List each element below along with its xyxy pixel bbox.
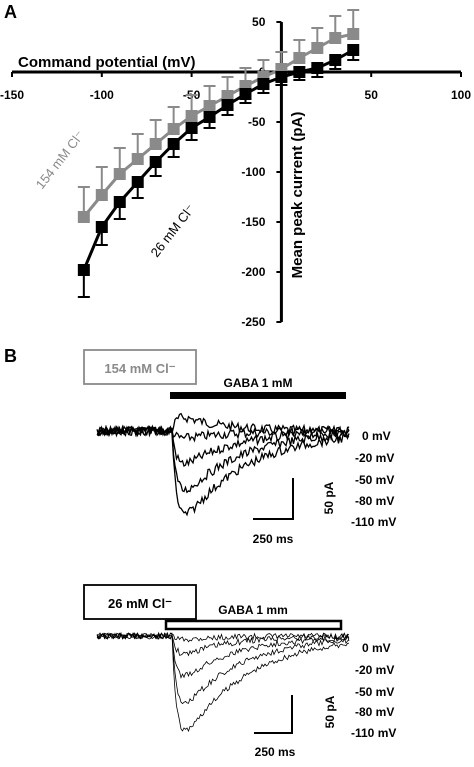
x-tick-label: 50 [365,88,379,102]
data-point [77,211,90,223]
voltage-label: -20 mV [355,663,394,677]
series-line [82,32,354,218]
scale-time-154: 250 ms [253,532,294,546]
data-point [131,176,144,188]
data-point [275,71,288,83]
trace-panel-26: 26 mM Cl⁻ GABA 1 mm 0 mV -20 mV -50 mV -… [83,584,396,759]
voltage-label: 0 mV [362,429,391,443]
data-point [347,44,360,56]
series-line [82,48,354,271]
voltage-label: 0 mV [362,641,391,655]
gaba-bar-154 [170,392,346,399]
series-layer [77,9,360,298]
data-point [185,110,198,122]
x-ticks: -150-100-5050100 [0,72,471,102]
voltage-label: -50 mV [355,473,394,487]
y-ticks: 500-50-100-150-200-250 [241,15,282,329]
current-trace [96,632,350,679]
panel-b-label: B [4,346,17,366]
condition-label-154: 154 mM Cl⁻ [104,361,175,376]
data-point [293,66,306,78]
iv-chart: -150-100-5050100 500-50-100-150-200-250 … [0,9,471,329]
scale-time-26: 250 ms [255,745,296,759]
y-tick-label: -100 [241,165,265,179]
condition-box-26 [83,584,197,620]
current-trace [96,632,350,705]
x-tick-label: -100 [90,88,114,102]
current-traces-26 [96,631,350,733]
data-point [311,62,324,74]
data-point [329,32,342,44]
data-point [113,196,126,208]
data-point [167,138,180,150]
gaba-label-26: GABA 1 mm [218,603,288,617]
data-point [95,221,108,233]
series-154mM [77,9,360,223]
data-point [203,100,216,112]
voltage-label: -80 mV [355,494,394,508]
data-point [149,156,162,168]
scale-bar-26 [254,695,293,734]
data-point [185,122,198,134]
voltage-label: -20 mV [355,451,394,465]
x-tick-label: 100 [451,88,471,102]
current-trace [96,631,350,657]
data-point [221,99,234,111]
current-trace [96,424,350,517]
voltage-label: -110 mV [351,515,396,529]
data-point [131,153,144,165]
current-traces-154 [96,412,350,517]
y-tick-label: -150 [241,215,265,229]
current-trace [96,424,350,494]
scale-bar-154 [253,478,294,520]
series-26mM [77,44,360,298]
data-point [347,28,360,40]
series-label-26: 26 mM Cl⁻ [148,201,198,259]
y-tick-label: 50 [252,15,266,29]
data-point [329,54,342,66]
condition-box-154 [83,349,197,385]
voltage-label: -110 mV [351,726,396,740]
voltage-labels-154: 0 mV -20 mV -50 mV -80 mV -110 mV [351,429,396,529]
data-point [311,42,324,54]
y-tick-label: -250 [241,315,265,329]
data-point [167,123,180,135]
data-point [257,78,270,90]
scale-current-154: 50 pA [322,481,336,514]
gaba-label-154: GABA 1 mM [224,376,293,390]
data-point [239,88,252,100]
voltage-label: -80 mV [355,705,394,719]
trace-panel-154: 154 mM Cl⁻ GABA 1 mM 0 mV -20 mV -50 mV … [83,349,396,546]
panel-a-label: A [4,2,17,22]
data-point [95,189,108,201]
condition-label-26: 26 mM Cl⁻ [108,596,172,611]
current-trace [96,631,350,733]
y-tick-label: -200 [241,265,265,279]
series-label-154: 154 mM Cl⁻ [33,128,88,192]
voltage-labels-26: 0 mV -20 mV -50 mV -80 mV -110 mV [351,641,396,740]
data-point [203,111,216,123]
y-tick-label: -50 [248,115,266,129]
voltage-label: -50 mV [355,685,394,699]
y-axis-label: Mean peak current (pA) [289,112,306,279]
data-point [293,52,306,64]
data-point [113,168,126,180]
x-axis-label: Command potential (mV) [18,54,196,71]
data-point [149,138,162,150]
x-tick-label: -150 [0,88,24,102]
scale-current-26: 50 pA [323,695,337,728]
gaba-bar-26 [164,619,343,631]
data-point [77,264,90,276]
